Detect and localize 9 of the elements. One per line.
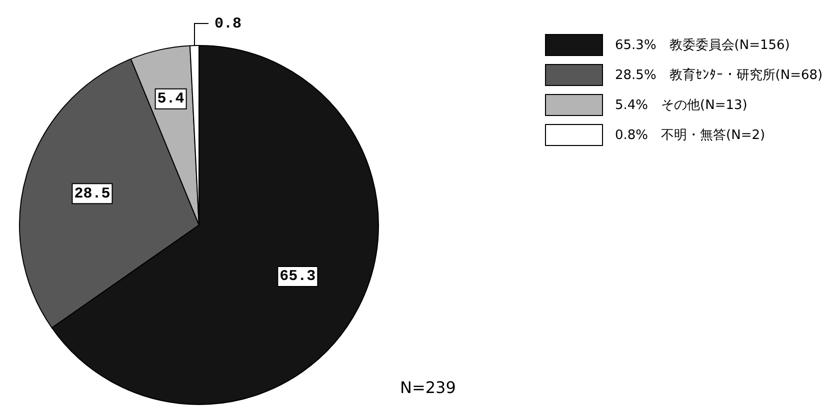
text: N=239	[400, 378, 456, 397]
data-label: 0.8	[214, 15, 242, 32]
legend-label: 5.4% その他(N=13)	[615, 97, 748, 114]
legend-label: 65.3% 教委委員会(N=156)	[615, 37, 790, 54]
data-label: 65.3	[280, 268, 316, 286]
legend-label: 0.8% 不明・無答(N=2)	[615, 127, 766, 144]
data-label: 28.5	[74, 185, 110, 202]
data-label: 5.4	[157, 90, 184, 108]
legend-label: 28.5% 教育ｾﾝﾀｰ・研究所(N=68)	[615, 66, 823, 84]
